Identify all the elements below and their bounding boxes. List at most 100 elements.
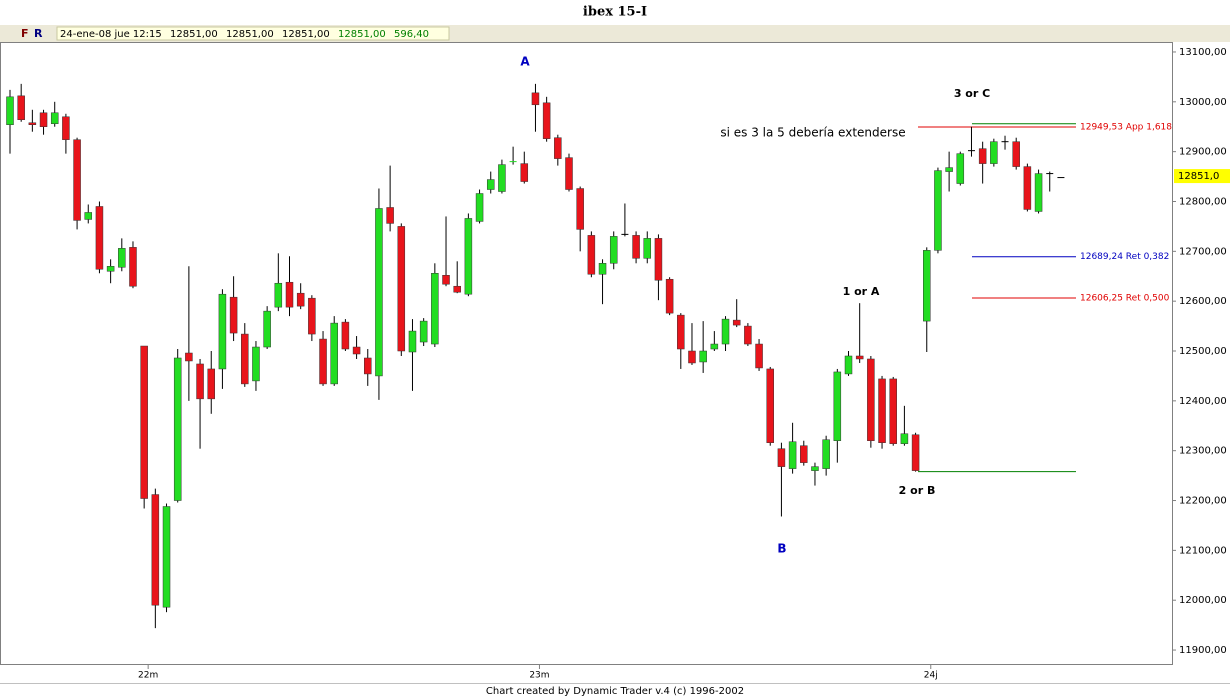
level-label: 12689,24 Ret 0,382 xyxy=(1080,252,1169,262)
candle-body xyxy=(956,153,965,184)
candle-body xyxy=(688,350,696,364)
info-close: 12851,00 xyxy=(338,29,386,40)
candle-body xyxy=(777,448,786,467)
candle-body xyxy=(967,150,975,152)
candle-body xyxy=(889,378,897,444)
candle-body xyxy=(855,355,864,360)
candle-body xyxy=(520,163,529,182)
candle-body xyxy=(732,319,741,326)
candle-body xyxy=(397,226,406,352)
y-tick-label: 12000,00 xyxy=(1179,595,1227,606)
candle-body xyxy=(118,248,126,268)
candle-body xyxy=(1001,141,1009,143)
candle-body xyxy=(822,439,830,469)
candle-body xyxy=(419,320,428,343)
last-price-box xyxy=(1174,169,1230,184)
candle-body xyxy=(542,102,551,139)
y-tick-label: 12800,00 xyxy=(1179,196,1227,207)
candle-body xyxy=(39,112,48,127)
candle-body xyxy=(923,250,931,322)
candle-body xyxy=(911,434,920,471)
y-tick-label: 13100,00 xyxy=(1179,47,1227,58)
candle-body xyxy=(17,95,25,121)
candle-body xyxy=(800,445,808,463)
y-tick-label: 13000,00 xyxy=(1179,97,1227,108)
annotation: 2 or B xyxy=(899,484,936,497)
y-tick-label: 12400,00 xyxy=(1179,396,1227,407)
y-tick-label: 12300,00 xyxy=(1179,446,1227,457)
candle-body xyxy=(162,506,171,608)
annotation: 3 or C xyxy=(954,87,990,100)
level-label: 12949,53 App 1,618 xyxy=(1080,122,1172,132)
candle-body xyxy=(95,206,104,270)
candle-body xyxy=(587,235,596,275)
candle-body xyxy=(811,466,819,471)
candle-body xyxy=(431,273,439,345)
candle-body xyxy=(442,275,450,285)
plot-frame xyxy=(0,42,1173,665)
candle-body xyxy=(62,116,70,140)
candle-body xyxy=(900,433,909,444)
candle-body xyxy=(106,266,115,272)
y-tick-label: 12900,00 xyxy=(1179,147,1227,158)
x-tick-label: 23m xyxy=(529,671,549,681)
candle-body xyxy=(990,141,998,164)
candle-body xyxy=(364,357,372,375)
candle-body xyxy=(285,281,294,308)
candle-body xyxy=(744,325,752,345)
candle-body xyxy=(129,247,137,287)
info-datetime: 24-ene-08 jue 12:15 xyxy=(60,29,162,40)
candle-body xyxy=(721,318,730,345)
candle-body xyxy=(1034,173,1043,212)
candle-body xyxy=(565,157,573,190)
candle-body xyxy=(252,346,260,382)
candle-body xyxy=(665,278,674,314)
candle-body xyxy=(73,139,81,221)
candle-body xyxy=(677,314,685,350)
x-tick-label: 22m xyxy=(138,671,158,681)
candle-body xyxy=(531,92,540,106)
candle-body xyxy=(833,371,842,441)
candle-body xyxy=(341,321,350,350)
info-open: 12851,00 xyxy=(170,29,218,40)
candle-body xyxy=(6,96,14,125)
candle-body xyxy=(50,112,59,124)
candle-body xyxy=(934,170,942,251)
y-tick-label: 12200,00 xyxy=(1179,496,1227,507)
candle-body xyxy=(453,285,461,293)
info-low: 12851,00 xyxy=(282,29,330,40)
candle-body xyxy=(386,207,394,224)
annotation: B xyxy=(777,542,786,556)
candle-body xyxy=(788,441,797,469)
candle-body xyxy=(207,368,215,400)
candle-body xyxy=(173,357,182,501)
candle-body xyxy=(643,238,652,259)
candle-body xyxy=(296,292,305,307)
candle-body xyxy=(498,164,506,192)
candle-body xyxy=(308,297,316,335)
level-label: 12606,25 Ret 0,500 xyxy=(1080,294,1170,304)
footer: Chart created by Dynamic Trader v.4 (c) … xyxy=(486,686,744,697)
candle-body xyxy=(151,494,160,606)
candle-body xyxy=(185,352,193,362)
candle-body xyxy=(229,296,238,334)
y-tick-label: 12700,00 xyxy=(1179,246,1227,257)
candle-body xyxy=(241,333,249,385)
candle-body xyxy=(699,350,707,363)
candle-body xyxy=(576,188,584,230)
y-tick-label: 12600,00 xyxy=(1179,296,1227,307)
x-tick-label: 24j xyxy=(924,671,938,681)
candle-body xyxy=(28,122,37,125)
y-tick-label: 12500,00 xyxy=(1179,346,1227,357)
candle-body xyxy=(408,330,417,353)
candle-body xyxy=(375,208,383,377)
candle-body xyxy=(621,233,629,235)
info-high: 12851,00 xyxy=(226,29,274,40)
annotation: A xyxy=(520,55,530,69)
candle-body xyxy=(844,355,853,375)
last-price-label: 12851,0 xyxy=(1178,171,1219,182)
candle-body xyxy=(475,193,484,222)
candle-body xyxy=(978,148,987,164)
candle-body xyxy=(274,282,283,308)
